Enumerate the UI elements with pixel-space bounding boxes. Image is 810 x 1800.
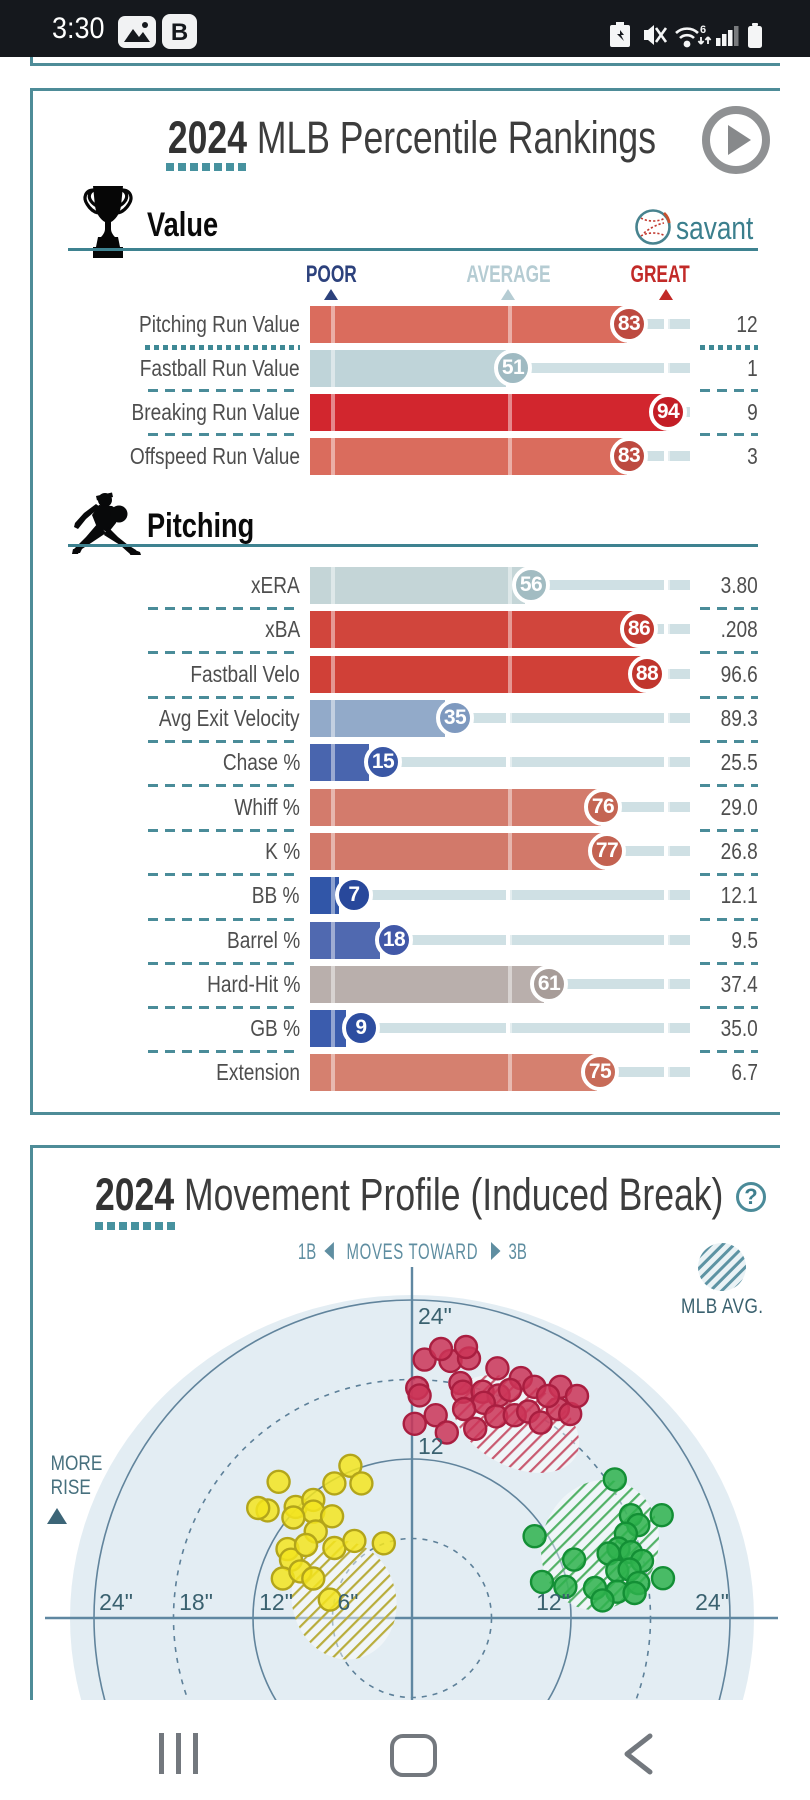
svg-text:12: 12 xyxy=(418,1433,444,1459)
svg-text:12": 12" xyxy=(536,1589,570,1615)
svg-text:6": 6" xyxy=(338,1589,359,1615)
svg-text:24": 24" xyxy=(695,1589,729,1615)
svg-text:24": 24" xyxy=(418,1303,452,1329)
svg-text:B: B xyxy=(171,19,188,46)
svg-text:6: 6 xyxy=(700,24,706,36)
svg-text:18": 18" xyxy=(179,1589,213,1615)
svg-text:24": 24" xyxy=(99,1589,133,1615)
svg-text:12": 12" xyxy=(259,1589,293,1615)
